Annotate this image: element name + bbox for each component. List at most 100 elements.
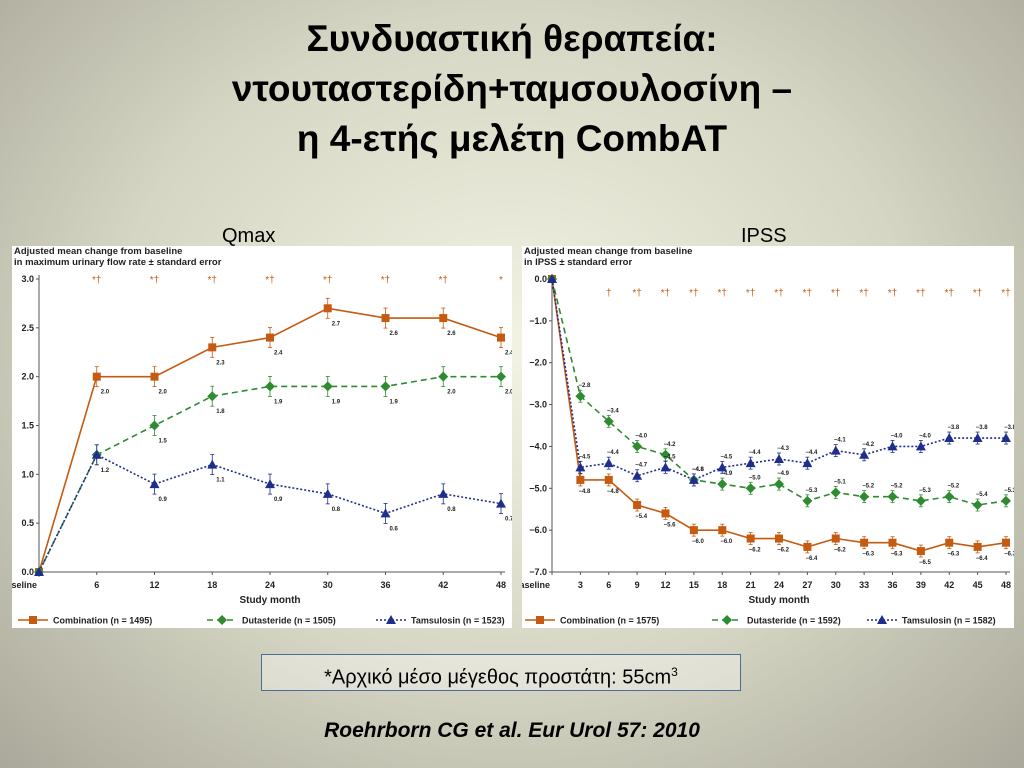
data-label: −3.8 — [1004, 425, 1014, 431]
data-label: −6.4 — [805, 556, 818, 562]
data-point-dutasteride — [887, 491, 898, 502]
data-point-combination — [916, 547, 925, 556]
significance-mark: *† — [92, 275, 101, 286]
significance-mark: *† — [323, 275, 332, 286]
data-label: −4.5 — [664, 454, 677, 460]
x-tick-label: 12 — [660, 580, 670, 590]
data-label: −5.2 — [862, 484, 875, 490]
data-point-combination — [323, 304, 332, 313]
data-label: 2.0 — [505, 390, 512, 396]
title-line: Συνδυαστική θεραπεία: — [306, 18, 718, 59]
y-tick-label: −6.0 — [529, 525, 547, 535]
x-tick-label: 12 — [149, 580, 159, 590]
x-axis-title: Study month — [239, 595, 300, 606]
x-tick-label: 45 — [973, 580, 983, 590]
data-point-combination — [973, 542, 982, 551]
data-point-dutasteride — [745, 483, 756, 494]
data-label: −6.3 — [1004, 552, 1014, 558]
data-point-tamsulosin — [265, 479, 275, 489]
data-label: −4.4 — [749, 450, 762, 456]
data-label: −2.8 — [578, 383, 591, 389]
significance-mark: *† — [718, 288, 727, 299]
significance-mark: *† — [208, 275, 217, 286]
data-point-tamsulosin — [547, 274, 557, 283]
legend-marker — [536, 616, 544, 624]
data-label: −6.2 — [834, 548, 847, 554]
data-label: −4.7 — [635, 463, 648, 469]
data-point-dutasteride — [265, 381, 275, 392]
footnote-superscript: 3 — [671, 665, 678, 679]
data-label: −6.3 — [947, 552, 960, 558]
x-tick-label: 27 — [802, 580, 812, 590]
data-label: 2.3 — [216, 360, 225, 366]
data-label: −4.0 — [919, 433, 932, 439]
legend-label: Combination (n = 1575) — [560, 616, 659, 626]
x-tick-label: 24 — [265, 580, 275, 590]
data-point-tamsulosin — [660, 462, 671, 472]
data-label: −6.4 — [976, 556, 989, 562]
y-tick-label: −1.0 — [529, 316, 547, 326]
data-point-dutasteride — [972, 500, 983, 511]
y-tick-label: −4.0 — [529, 441, 547, 451]
x-tick-label: Baseline — [522, 580, 550, 590]
significance-mark: *† — [381, 275, 390, 286]
legend-marker — [722, 615, 732, 625]
significance-mark: *† — [661, 288, 670, 299]
significance-mark: * — [499, 275, 503, 286]
data-point-dutasteride — [830, 487, 841, 498]
significance-mark: *† — [774, 288, 783, 299]
y-axis-title-line: in IPSS ± standard error — [524, 257, 632, 268]
data-point-combination — [208, 343, 217, 352]
data-point-tamsulosin — [149, 479, 160, 489]
series-tamsulosin: −4.5 −4.4 −4.7 −4.5 −4.8 −4.5 −4.4 −4.3 −4.4 −4.1… — [547, 274, 1014, 487]
data-point-combination — [633, 501, 642, 510]
data-label: −5.2 — [947, 484, 960, 490]
significance-mark: *† — [859, 288, 868, 299]
data-label: 2.6 — [447, 331, 456, 337]
data-point-combination — [150, 372, 159, 381]
legend-marker — [29, 616, 37, 624]
data-label: −5.3 — [919, 488, 932, 494]
data-label: −5.6 — [664, 522, 677, 528]
slide-title: Συνδυαστική θεραπεία: ντουταστερίδη+ταμσ… — [0, 14, 1024, 164]
significance-mark: *† — [150, 275, 159, 286]
ipss-panel-label: IPSS — [741, 225, 787, 247]
significance-mark: *† — [888, 288, 897, 299]
x-tick-label: 48 — [1001, 580, 1011, 590]
data-label: 0.9 — [159, 497, 168, 503]
data-label: −6.2 — [777, 548, 790, 554]
data-point-dutasteride — [859, 491, 870, 502]
data-label: −4.8 — [578, 489, 591, 495]
series-tamsulosin: 0.9 1.1 0.9 0.8 0.6 0.8 0.7 — [34, 444, 512, 576]
y-tick-label: 1.0 — [21, 469, 34, 479]
data-point-tamsulosin — [603, 458, 614, 468]
data-point-dutasteride — [438, 371, 449, 382]
data-point-combination — [775, 534, 783, 543]
series-dutasteride: −2.8 −3.4 −4.0 −4.2 −4.8 −4.9 −5.0 −4.9 −5.3 −5.1… — [547, 274, 1014, 512]
data-point-tamsulosin — [745, 458, 756, 468]
x-tick-label: 18 — [207, 580, 217, 590]
data-point-dutasteride — [717, 479, 728, 490]
y-tick-label: −2.0 — [529, 358, 547, 368]
data-point-combination — [831, 534, 840, 543]
data-point-combination — [604, 475, 613, 484]
data-label: −4.8 — [607, 489, 620, 495]
data-point-tamsulosin — [438, 488, 449, 498]
y-axis-title-line: in maximum urinary flow rate ± standard … — [14, 257, 222, 268]
x-tick-label: 36 — [887, 580, 897, 590]
x-tick-label: 9 — [635, 580, 640, 590]
data-label: −4.4 — [607, 450, 620, 456]
data-point-combination — [718, 526, 727, 535]
data-point-tamsulosin — [207, 459, 218, 469]
data-point-tamsulosin — [688, 474, 699, 484]
x-tick-label: 36 — [380, 580, 390, 590]
legend: Combination (n = 1575) Dutasteride (n = 1… — [525, 615, 996, 626]
data-label: −3.8 — [947, 425, 960, 431]
ipss-chart-panel: Adjusted mean change from baseline in IPS… — [522, 246, 1014, 628]
data-label: 2.7 — [332, 321, 341, 327]
data-label: −4.5 — [578, 454, 591, 460]
data-label: 0.8 — [447, 507, 456, 513]
data-label: −4.2 — [664, 442, 677, 448]
x-axis-title: Study month — [748, 595, 809, 606]
